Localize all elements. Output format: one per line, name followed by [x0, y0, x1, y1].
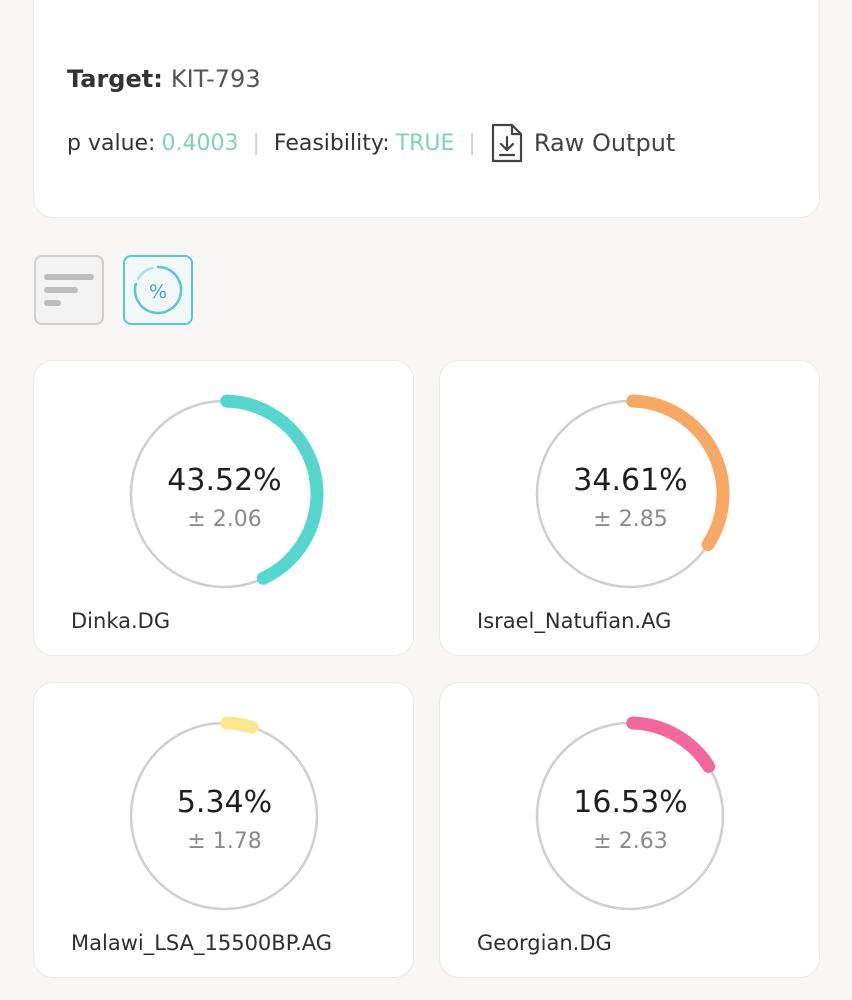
population-card: 34.61% ± 2.85 Israel_Natufian.AG — [439, 360, 820, 656]
meta-row: p value: 0.4003 | Feasibility: TRUE | Ra… — [67, 121, 675, 165]
list-lines-icon — [44, 274, 94, 306]
donut-arc — [220, 394, 324, 585]
donut-arc — [626, 716, 716, 773]
p-value: 0.4003 — [161, 130, 239, 156]
percent-value: 43.52% — [167, 463, 282, 498]
error-value: ± 2.85 — [593, 507, 668, 532]
feasibility-label: Feasibility: — [273, 130, 390, 156]
donut-chart — [535, 394, 730, 589]
percent-circle-icon: % — [133, 265, 183, 315]
population-card: 16.53% ± 2.63 Georgian.DG — [439, 682, 820, 978]
separator: | — [252, 130, 260, 156]
separator: | — [468, 130, 476, 156]
raw-output-button[interactable]: Raw Output — [490, 122, 675, 164]
target-row: Target: KIT-793 — [67, 65, 261, 93]
percent-value: 16.53% — [573, 785, 688, 820]
donut-arc — [220, 716, 259, 734]
donut-chart — [129, 716, 319, 911]
list-view-button[interactable] — [34, 255, 104, 325]
raw-output-label: Raw Output — [533, 129, 676, 157]
population-name: Georgian.DG — [477, 931, 612, 955]
population-name: Dinka.DG — [71, 609, 171, 633]
donut-chart — [535, 716, 725, 911]
population-card: 5.34% ± 1.78 Malawi_LSA_15500BP.AG — [33, 682, 414, 978]
percent-value: 5.34% — [176, 785, 273, 820]
download-file-icon — [491, 123, 522, 163]
percent-glyph: % — [149, 281, 167, 303]
donut-chart — [129, 394, 324, 589]
p-value-label: p value: — [67, 130, 156, 156]
population-name: Malawi_LSA_15500BP.AG — [71, 931, 333, 955]
donut-arc — [626, 394, 730, 551]
percent-view-button[interactable]: % — [123, 255, 193, 325]
error-value: ± 2.06 — [187, 507, 262, 532]
error-value: ± 2.63 — [593, 829, 668, 854]
target-label: Target: — [67, 65, 163, 93]
summary-card: Target: KIT-793 p value: 0.4003 | Feasibi… — [33, 0, 820, 218]
percent-value: 34.61% — [573, 463, 688, 498]
target-value: KIT-793 — [170, 65, 261, 93]
population-name: Israel_Natufian.AG — [477, 609, 672, 633]
population-card: 43.52% ± 2.06 Dinka.DG — [33, 360, 414, 656]
feasibility-value: TRUE — [395, 130, 455, 156]
error-value: ± 1.78 — [187, 829, 262, 854]
